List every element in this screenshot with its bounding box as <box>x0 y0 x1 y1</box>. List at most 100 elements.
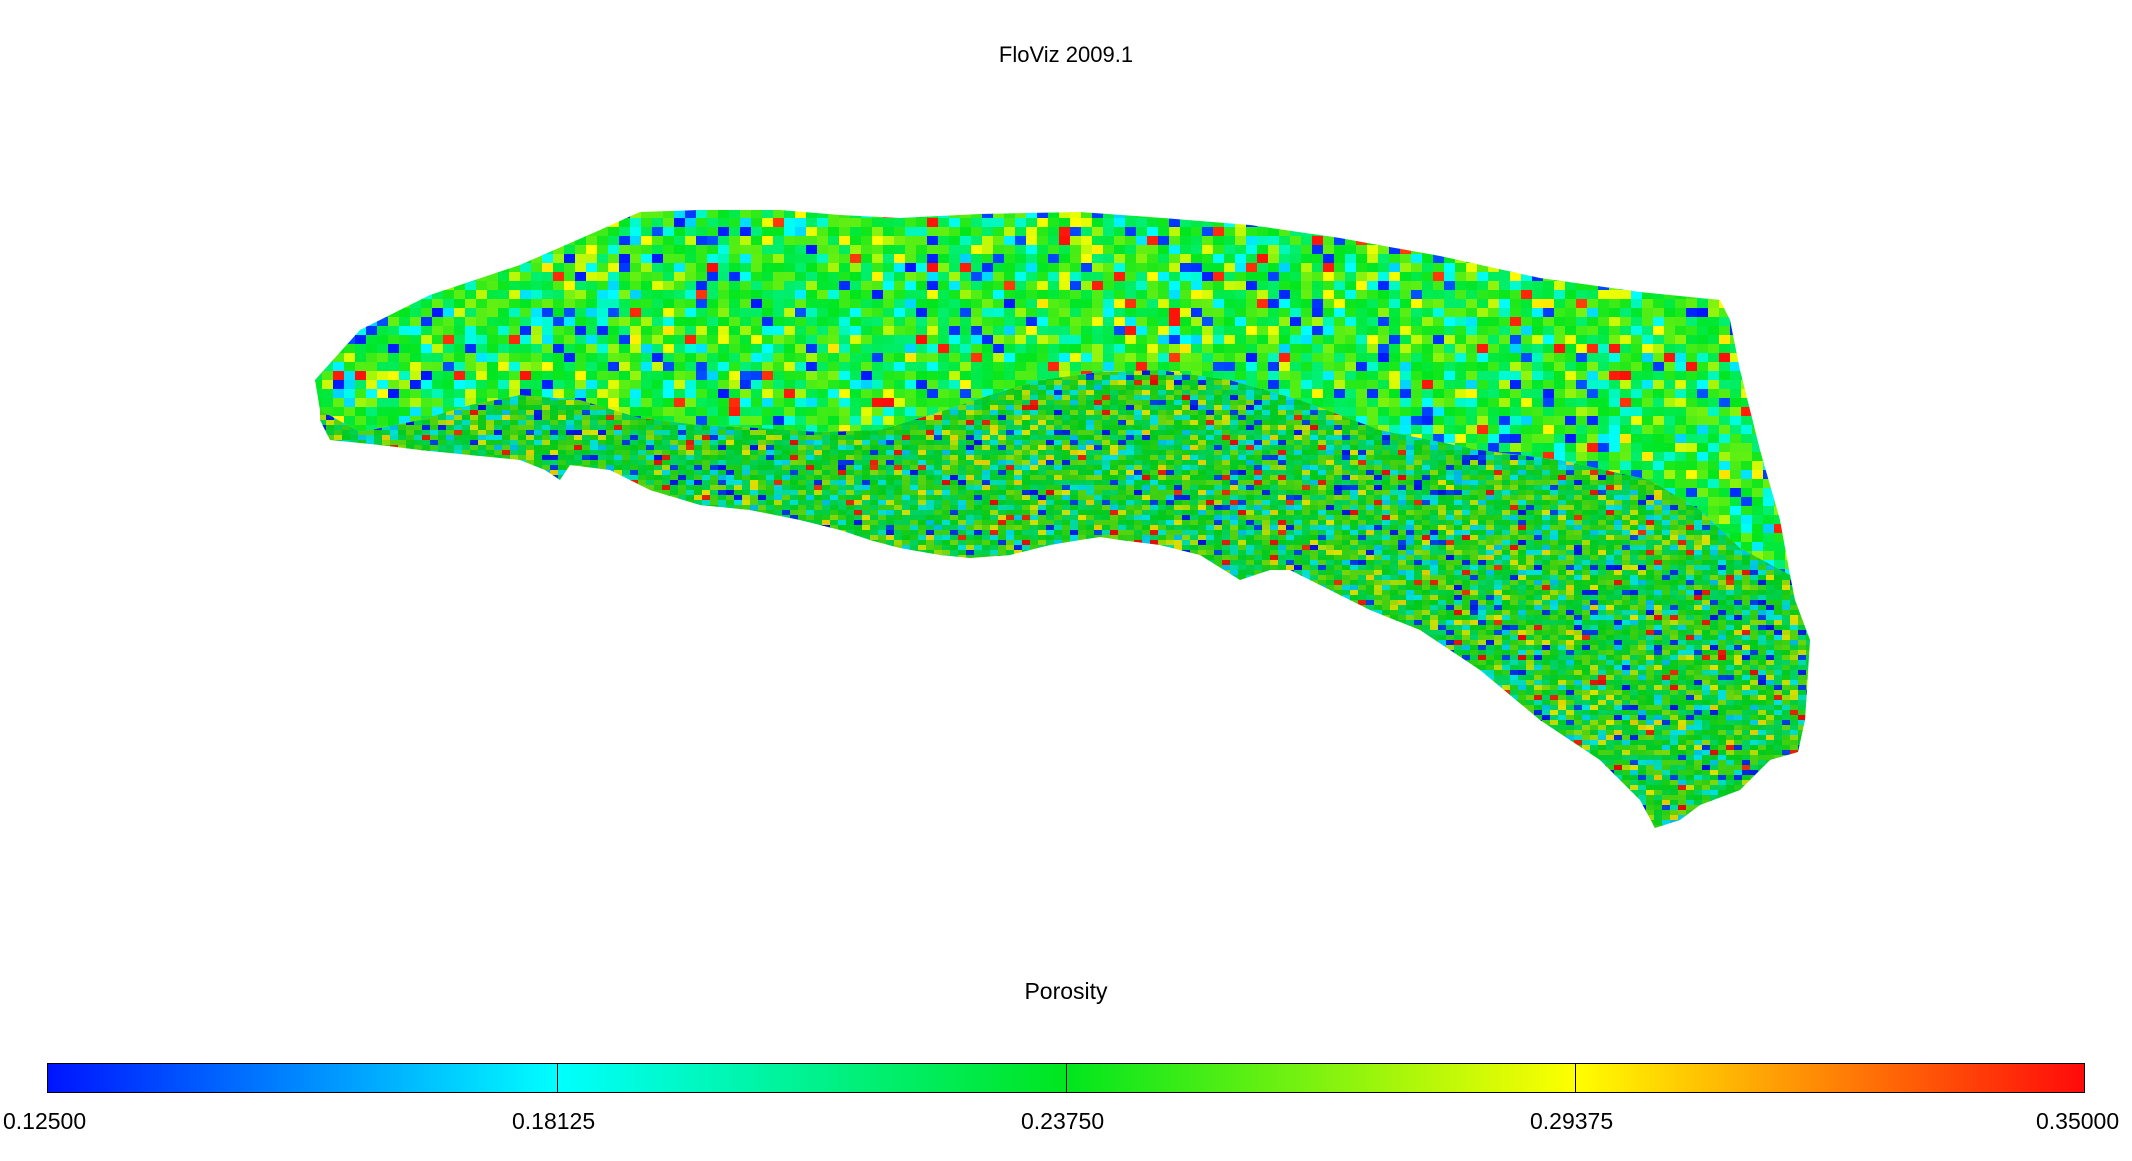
porosity-layer-cell <box>1214 405 1223 411</box>
porosity-layer-cell <box>526 420 535 426</box>
porosity-layer-cell <box>1814 360 1823 366</box>
porosity-layer-cell <box>1774 440 1783 446</box>
porosity-layer-cell <box>510 405 519 411</box>
porosity-layer-cell <box>1814 460 1823 466</box>
porosity-layer-cell <box>1782 360 1791 366</box>
porosity-layer-cell <box>998 390 1007 396</box>
porosity-layer-cell <box>1198 385 1207 391</box>
porosity-layer-cell <box>1014 400 1023 406</box>
porosity-layer-cell <box>1214 410 1223 416</box>
porosity-layer-cell <box>1038 380 1047 386</box>
porosity-layer-cell <box>1790 470 1799 476</box>
porosity-layer-cell <box>1814 455 1823 461</box>
porosity-layer-cell <box>534 485 543 491</box>
porosity-layer-cell <box>1182 385 1191 391</box>
porosity-layer-cell <box>1094 395 1103 401</box>
porosity-layer-cell <box>1774 470 1783 476</box>
porosity-layer-cell <box>406 465 415 471</box>
porosity-layer-cell <box>1222 385 1231 391</box>
porosity-layer-cell <box>494 420 503 426</box>
porosity-layer-cell <box>366 450 375 456</box>
porosity-layer-cell <box>430 415 439 421</box>
porosity-layer-cell <box>1198 380 1207 386</box>
porosity-layer-cell <box>1766 450 1775 456</box>
porosity-layer-cell <box>1254 410 1263 416</box>
porosity-layer-cell <box>518 400 527 406</box>
porosity-layer-cell <box>1014 390 1023 396</box>
porosity-layer-cell <box>1766 405 1775 411</box>
porosity-layer-cell <box>1750 400 1759 406</box>
porosity-layer-cell <box>478 470 487 476</box>
porosity-layer-cell <box>1142 400 1151 406</box>
porosity-layer-cell <box>1302 405 1311 411</box>
porosity-layer-cell <box>1814 400 1823 406</box>
porosity-layer-cell <box>1190 400 1199 406</box>
porosity-layer-cell <box>454 475 463 481</box>
porosity-layer-cell <box>1206 415 1215 421</box>
porosity-layer-cell <box>1750 375 1759 381</box>
porosity-layer-cell <box>1166 400 1175 406</box>
porosity-layer-cell <box>1062 385 1071 391</box>
porosity-layer-cell <box>1326 410 1335 416</box>
porosity-layer-cell <box>542 420 551 426</box>
porosity-layer-cell <box>1774 395 1783 401</box>
porosity-layer-cell <box>350 460 359 466</box>
porosity-layer-cell <box>614 410 623 416</box>
porosity-layer-cell <box>1222 380 1231 386</box>
porosity-layer-cell <box>1758 415 1767 421</box>
porosity-layer-cell <box>598 490 607 496</box>
porosity-layer-cell <box>454 460 463 466</box>
porosity-layer-cell <box>1782 415 1791 421</box>
porosity-layer-cell <box>1782 395 1791 401</box>
porosity-layer-cell <box>534 410 543 416</box>
porosity-layer-cell <box>422 465 431 471</box>
porosity-layer-cell <box>1254 415 1263 421</box>
porosity-layer-cell <box>326 485 335 491</box>
porosity-layer-cell <box>1790 435 1799 441</box>
porosity-layer-cell <box>326 475 335 481</box>
porosity-layer-cell <box>582 400 591 406</box>
porosity-layer-cell <box>982 415 991 421</box>
porosity-layer-cell <box>1766 410 1775 416</box>
porosity-layer-cell <box>942 410 951 416</box>
porosity-layer-cell <box>310 445 319 451</box>
porosity-layer-cell <box>502 475 511 481</box>
porosity-layer-cell <box>1118 385 1127 391</box>
porosity-layer-cell <box>310 415 319 421</box>
porosity-layer-cell <box>1766 370 1775 376</box>
porosity-layer-cell <box>1750 360 1759 366</box>
porosity-layer-cell <box>494 480 503 486</box>
porosity-layer-cell <box>1206 410 1215 416</box>
porosity-layer-cell <box>430 455 439 461</box>
porosity-layer-cell <box>430 480 439 486</box>
porosity-layer-cell <box>1070 400 1079 406</box>
porosity-layer-cell <box>1238 400 1247 406</box>
porosity-layer-cell <box>990 405 999 411</box>
porosity-layer-cell <box>1790 370 1799 371</box>
porosity-layer-cell <box>1278 400 1287 406</box>
porosity-layer-cell <box>502 480 511 486</box>
porosity-layer-cell <box>1742 360 1751 366</box>
porosity-layer-cell <box>1126 390 1135 396</box>
porosity-layer-cell <box>502 470 511 476</box>
porosity-layer-cell <box>398 485 407 491</box>
porosity-layer-cell <box>1766 375 1775 381</box>
porosity-layer-cell <box>1102 370 1111 376</box>
porosity-layer-cell <box>454 470 463 476</box>
porosity-layer-cell <box>998 395 1007 401</box>
porosity-layer-cell <box>1166 410 1175 416</box>
porosity-layer-cell <box>422 485 431 491</box>
porosity-layer-cell <box>1086 375 1095 381</box>
porosity-layer-cell <box>566 490 575 496</box>
porosity-layer-cell <box>1782 410 1791 416</box>
porosity-layer-cell <box>342 450 351 456</box>
porosity-layer-cell <box>1246 405 1255 411</box>
porosity-layer-cell <box>1182 400 1191 406</box>
porosity-layer-cell <box>1126 375 1135 381</box>
porosity-layer-cell <box>558 485 567 491</box>
porosity-layer-cell <box>446 465 455 471</box>
porosity-layer-cell <box>1774 415 1783 421</box>
porosity-layer-cell <box>534 405 543 411</box>
